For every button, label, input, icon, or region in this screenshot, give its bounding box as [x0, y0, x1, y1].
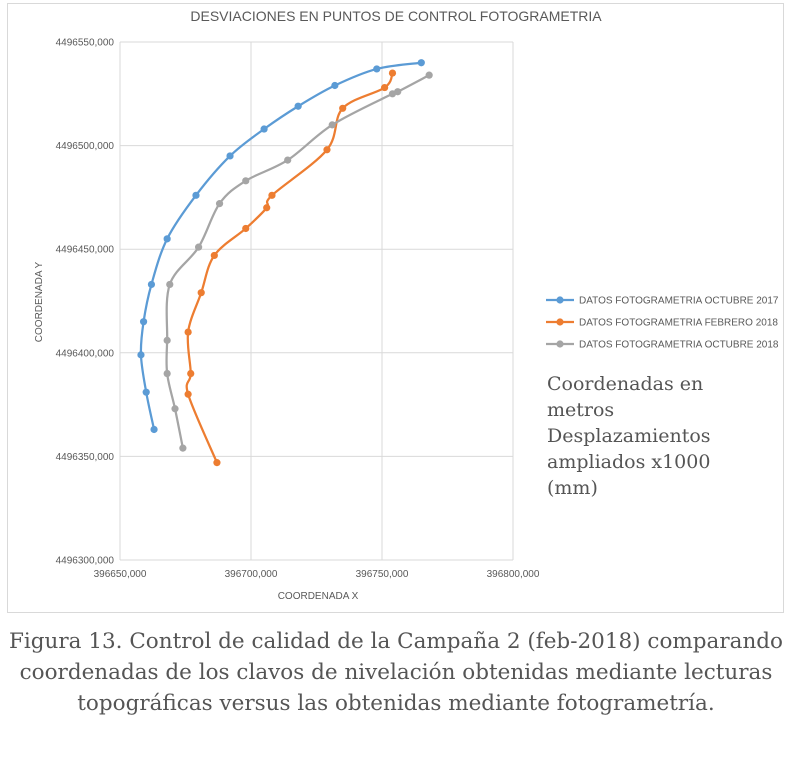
legend-item: DATOS FOTOGRAMETRIA FEBRERO 2018 [546, 318, 778, 329]
legend-item: DATOS FOTOGRAMETRIA OCTUBRE 2017 [546, 296, 779, 307]
data-point [284, 156, 292, 164]
series-2 [184, 69, 397, 467]
data-point [263, 204, 271, 212]
data-point [142, 388, 150, 396]
data-point [210, 251, 218, 260]
y-tick-label: 4496400,000 [56, 348, 115, 359]
scatter-chart: DESVIACIONES EN PUNTOS DE CONTROL FOTOGR… [34, 8, 779, 602]
series-line [185, 71, 394, 464]
legend-marker [556, 296, 564, 304]
data-point [195, 243, 203, 251]
legend-marker [556, 340, 564, 348]
data-point [328, 121, 336, 129]
data-point [381, 83, 389, 92]
data-point [425, 71, 433, 79]
data-point [268, 191, 276, 199]
data-point [179, 444, 187, 452]
x-tick-label: 396650,000 [94, 569, 147, 580]
gridlines [119, 41, 514, 561]
y-tick-label: 4496550,000 [56, 38, 115, 49]
x-tick-label: 396750,000 [356, 569, 409, 580]
legend-label: DATOS FOTOGRAMETRIA OCTUBRE 2017 [579, 296, 779, 307]
data-point [163, 235, 171, 243]
x-axis-title: COORDENADA X [278, 591, 359, 602]
data-point [192, 191, 200, 199]
data-point [184, 328, 192, 336]
data-point [163, 369, 171, 378]
data-point [388, 69, 397, 77]
data-series [137, 59, 433, 467]
data-point [294, 102, 302, 110]
chart-title: DESVIACIONES EN PUNTOS DE CONTROL FOTOGR… [190, 8, 602, 24]
figure-caption: Figura 13. Control de calidad de la Camp… [8, 629, 784, 716]
data-point [213, 459, 221, 467]
y-axis-title: COORDENADA Y [34, 261, 45, 342]
data-point [163, 336, 171, 344]
data-point [187, 369, 195, 378]
x-tick-label: 396700,000 [225, 569, 278, 580]
legend-marker [556, 318, 564, 326]
legend-label: DATOS FOTOGRAMETRIA FEBRERO 2018 [579, 318, 778, 329]
axes: 4496300,000 4496350,000 4496400,000 4496450… [56, 38, 540, 581]
legend: DATOS FOTOGRAMETRIA OCTUBRE 2017 DATOS FO… [546, 296, 779, 351]
legend-label: DATOS FOTOGRAMETRIA OCTUBRE 2018 [579, 340, 779, 351]
units-note: Coordenadas en metros Desplazamientos am… [547, 373, 711, 499]
data-point [331, 81, 339, 90]
data-point [215, 200, 224, 208]
data-point [171, 405, 179, 413]
data-point [139, 318, 148, 326]
series-3 [163, 71, 433, 452]
data-point [417, 59, 425, 67]
data-point [323, 146, 331, 154]
y-tick-label: 4496450,000 [56, 245, 115, 256]
y-tick-label: 4496300,000 [56, 556, 115, 567]
legend-item: DATOS FOTOGRAMETRIA OCTUBRE 2018 [546, 340, 779, 351]
data-point [150, 425, 158, 434]
data-point [184, 390, 192, 398]
y-tick-label: 4496350,000 [56, 452, 115, 463]
x-tick-label: 396800,000 [487, 569, 540, 580]
data-point [147, 280, 156, 289]
series-line [139, 61, 423, 431]
y-tick-label: 4496500,000 [56, 141, 115, 152]
data-point [242, 177, 250, 185]
data-point [242, 224, 250, 233]
data-point [166, 280, 174, 289]
data-point [394, 88, 402, 96]
data-point [260, 125, 268, 133]
data-point [373, 65, 381, 73]
data-point [339, 104, 347, 112]
series-1 [137, 59, 425, 434]
data-point [197, 289, 205, 297]
series-line [165, 74, 431, 450]
data-point [226, 152, 234, 160]
data-point [137, 351, 145, 359]
chart-area [7, 3, 784, 613]
